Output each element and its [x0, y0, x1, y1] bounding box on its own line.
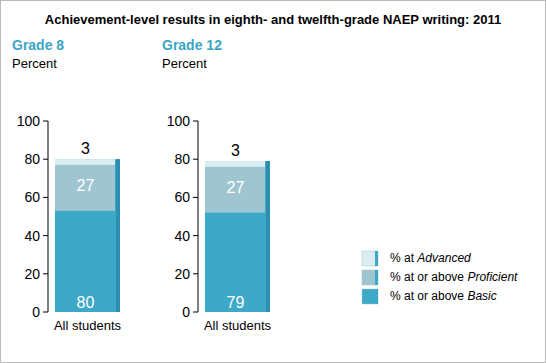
data-labels: 79 27 3 [227, 142, 245, 311]
legend-swatch-edge [375, 289, 378, 304]
bar [55, 159, 120, 312]
legend-label: % at or above Proficient [390, 270, 518, 284]
y-tick [193, 197, 198, 198]
y-tick [43, 312, 48, 313]
bar-edge [266, 161, 270, 312]
legend-swatch [362, 289, 378, 304]
panel-title: Grade 8 [12, 37, 64, 53]
bar [55, 159, 115, 211]
panel: Grade 12 Percent 0 20 40 60 80 100 79 27 3 All stud… [162, 37, 272, 333]
y-tick-label: 40 [24, 228, 40, 244]
chart-svg: Achievement-level results in eighth- and… [0, 0, 546, 363]
title: Achievement-level results in eighth- and… [45, 12, 501, 27]
y-tick-label: 20 [24, 266, 40, 282]
bar [205, 161, 265, 213]
y-tick [193, 312, 198, 313]
legend-swatch [362, 251, 378, 266]
y-tick-label: 100 [167, 113, 191, 129]
x-tick-label: All students [54, 318, 122, 333]
y-tick [43, 273, 48, 274]
data-label: 27 [77, 177, 95, 194]
y-tick-label: 80 [174, 151, 190, 167]
bar [205, 161, 265, 167]
frame [1, 1, 546, 363]
legend-swatch-edge [375, 270, 378, 285]
legend-swatch [362, 270, 378, 285]
data-label: 79 [227, 294, 245, 311]
bars [205, 161, 270, 312]
legend-label-part: % at [390, 251, 417, 265]
legend-swatch-edge [375, 251, 378, 266]
data-label: 80 [77, 294, 95, 311]
y-tick [43, 197, 48, 198]
bars [55, 159, 120, 312]
y-tick [43, 235, 48, 236]
bar-edge [116, 159, 120, 312]
legend: % at Advanced% at or above Proficient% a… [362, 251, 518, 304]
y-tick [193, 159, 198, 160]
x-tick-label: All students [204, 318, 272, 333]
legend-label-part: % at or above [390, 270, 467, 284]
data-label: 27 [227, 179, 245, 196]
legend-label-part: Basic [467, 289, 496, 303]
legend-label: % at Advanced [390, 251, 471, 265]
panel-title: Grade 12 [162, 37, 222, 53]
data-labels: 80 27 3 [77, 140, 95, 311]
y-tick [43, 121, 48, 122]
legend-label: % at or above Basic [390, 289, 497, 303]
y-axis-label: Percent [162, 56, 207, 71]
y-tick-label: 100 [17, 113, 41, 129]
panel: Grade 8 Percent 0 20 40 60 80 100 80 27 3 All stude… [12, 37, 122, 333]
y-axis-label: Percent [12, 56, 57, 71]
y-axis-line [48, 121, 49, 312]
legend-label-part: % at or above [390, 289, 467, 303]
bar [205, 161, 270, 312]
y-tick-label: 40 [174, 228, 190, 244]
y-tick-label: 20 [174, 266, 190, 282]
data-label: 3 [81, 140, 90, 157]
legend-label-part: Advanced [416, 251, 471, 265]
y-tick [43, 159, 48, 160]
y-tick [193, 235, 198, 236]
y-tick-label: 0 [32, 304, 40, 320]
bar [55, 159, 115, 165]
y-tick-label: 80 [24, 151, 40, 167]
y-tick [193, 121, 198, 122]
chart-container: Achievement-level results in eighth- and… [0, 0, 546, 363]
y-tick-label: 0 [182, 304, 190, 320]
data-label: 3 [231, 142, 240, 159]
y-axis-line [198, 121, 199, 312]
y-tick [193, 273, 198, 274]
y-tick-label: 60 [174, 189, 190, 205]
y-tick-label: 60 [24, 189, 40, 205]
legend-label-part: Proficient [467, 270, 518, 284]
